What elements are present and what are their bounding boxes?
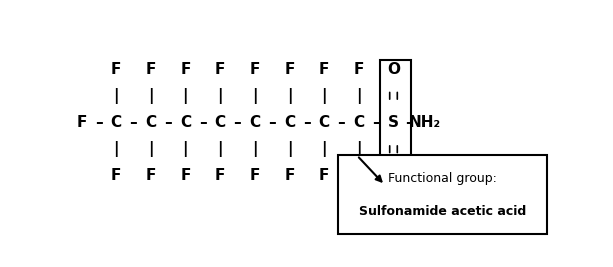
Text: C: C [180,115,191,130]
Text: –: – [303,115,311,130]
Text: |: | [113,141,119,157]
Text: –: – [234,115,242,130]
Text: |: | [287,88,292,104]
Text: F: F [354,168,364,183]
Text: C: C [145,115,156,130]
Text: |: | [148,88,153,104]
Text: F: F [145,168,156,183]
Text: Sulfonamide acetic acid: Sulfonamide acetic acid [359,205,526,218]
Text: F: F [284,62,295,77]
Bar [380,60,411,185]
Text: C: C [249,115,261,130]
Text: F: F [319,62,329,77]
Text: S: S [388,115,399,130]
Text: F: F [145,62,156,77]
Text: –: – [95,115,102,130]
Text: C: C [319,115,330,130]
Text: F: F [215,168,226,183]
Text: |: | [321,88,327,104]
Bar [338,155,547,234]
Text: –: – [164,115,172,130]
Text: C: C [110,115,121,130]
Text: |: | [356,141,362,157]
Text: F: F [354,62,364,77]
Text: |: | [183,141,188,157]
Text: F: F [249,168,260,183]
Text: F: F [215,62,226,77]
Text: –: – [338,115,345,130]
Text: |: | [356,88,362,104]
Text: –: – [199,115,207,130]
Text: F: F [111,62,121,77]
Text: F: F [76,115,86,130]
Text: F: F [319,168,329,183]
Text: |: | [252,88,257,104]
Text: F: F [249,62,260,77]
Text: |: | [321,141,327,157]
Text: |: | [183,88,188,104]
Text: NH₂: NH₂ [409,115,441,130]
Text: |: | [252,141,257,157]
Text: F: F [284,168,295,183]
Text: |: | [287,141,292,157]
Text: C: C [284,115,295,130]
Text: F: F [180,168,191,183]
Text: –: – [268,115,276,130]
Text: F: F [111,168,121,183]
Text: Functional group:: Functional group: [388,172,497,185]
Text: –: – [372,115,380,130]
Text: –: – [405,115,413,130]
Text: C: C [215,115,226,130]
Text: |: | [217,141,223,157]
Text: C: C [353,115,364,130]
Text: |: | [217,88,223,104]
Text: O: O [387,168,400,183]
Text: O: O [387,62,400,77]
Text: F: F [180,62,191,77]
Text: –: – [129,115,137,130]
Text: |: | [148,141,153,157]
Text: |: | [113,88,119,104]
